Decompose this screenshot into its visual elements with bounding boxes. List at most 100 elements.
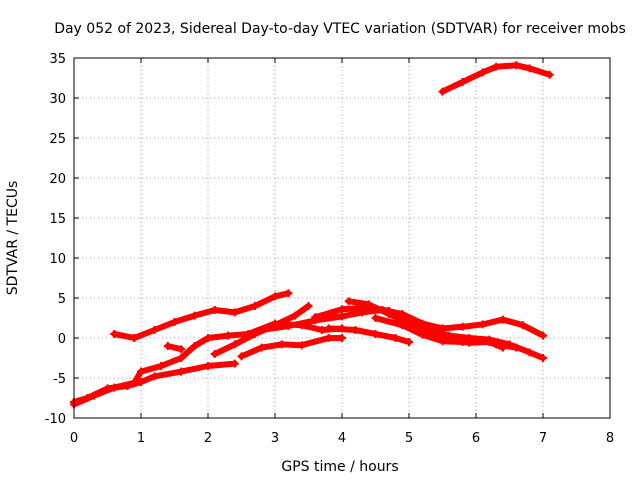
series-track-1 [438,61,554,96]
data-point [177,367,186,376]
data-point [371,314,380,322]
data-point [438,87,447,96]
data-point [157,362,166,370]
data-point [177,354,186,362]
data-point [177,345,186,354]
data-point [458,322,467,331]
data-point [137,367,145,376]
data-point [512,61,521,70]
data-point [110,383,119,392]
data-point [438,337,447,346]
y-tick-label: 30 [49,92,66,107]
y-tick-label: -5 [53,372,66,387]
data-point [170,318,179,326]
data-point [351,326,360,334]
data-point [338,334,346,342]
data-point [204,334,212,342]
data-point [344,297,353,306]
data-point [371,330,380,338]
data-point [277,340,286,349]
chart-title: Day 052 of 2023, Sidereal Day-to-day VTE… [54,21,626,37]
data-point [338,305,346,314]
data-point [224,331,233,340]
data-point [250,302,259,310]
data-point [525,348,534,357]
data-point [210,306,219,314]
y-tick-label: -10 [45,412,66,427]
x-tick-label: 3 [271,431,279,446]
data-point [291,311,300,320]
data-point [204,362,212,370]
series-track-4 [110,289,293,342]
x-tick-label: 4 [338,431,346,446]
data-point [324,334,333,342]
data-point [284,289,293,298]
y-tick-label: 10 [49,252,66,267]
y-tick-label: 20 [49,172,66,187]
data-point [492,62,501,71]
x-tick-label: 8 [606,431,614,446]
x-tick-label: 6 [472,431,480,446]
y-tick-label: 0 [58,332,66,347]
data-point [384,310,393,318]
data-point [130,334,139,342]
data-point [297,341,306,350]
data-point [230,308,239,317]
data-point [518,321,527,330]
data-point [110,330,119,338]
grid [74,58,610,418]
data-point [230,340,239,349]
x-tick-label: 5 [405,431,413,446]
data-point [525,64,534,73]
series-line [111,290,292,341]
data-point [284,322,293,330]
data-point [137,378,145,386]
x-tick-label: 0 [70,431,78,446]
x-tick-label: 7 [539,431,547,446]
data-point [539,354,547,362]
y-tick-label: 5 [58,292,66,307]
y-tick-label: 15 [49,212,66,227]
y-axis-label: SDTVAR / TECUs [5,181,21,296]
data-point [163,342,172,350]
plot-area [70,61,554,409]
series-track-12 [371,314,521,352]
data-point [317,326,326,334]
y-tick-label: 35 [49,52,66,67]
data-point [190,311,199,320]
axes-ticks: 0 1 2 3 4 5 6 7 8 -10 -5 0 5 10 15 20 25 30 35 [45,52,614,446]
x-axis-label: GPS time / hours [281,459,398,475]
data-point [478,336,487,345]
data-point [478,68,487,77]
data-point [405,338,413,346]
data-point [478,320,487,329]
data-point [512,343,521,352]
data-point [338,312,346,321]
data-point [364,300,373,309]
data-point [150,372,159,381]
x-tick-label: 2 [204,431,212,446]
x-tick-label: 1 [137,431,145,446]
y-tick-label: 25 [49,132,66,147]
data-point [398,321,407,330]
data-point [230,359,239,368]
series-track-7 [237,334,346,361]
data-point [539,331,547,340]
data-point [458,338,467,346]
data-point [324,324,333,333]
data-point [130,378,139,387]
data-point [458,78,467,86]
series-track-5 [163,342,186,354]
data-point [498,315,507,324]
data-point [257,343,266,352]
data-point [391,334,400,342]
data-point [210,350,219,358]
series-track-10 [324,324,413,346]
data-point [545,70,554,79]
data-point [90,391,99,400]
data-point [311,313,320,322]
series-line [238,335,345,360]
data-point [257,326,266,334]
data-point [418,330,427,339]
